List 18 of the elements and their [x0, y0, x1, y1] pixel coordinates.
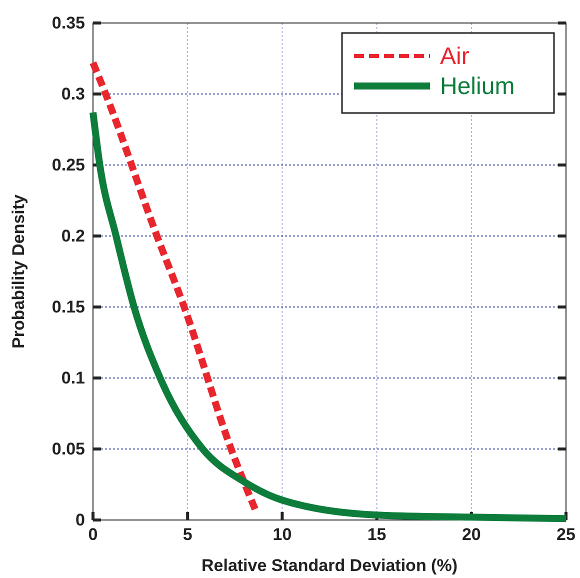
- legend-label: Helium: [440, 73, 515, 100]
- x-tick-label: 25: [556, 525, 576, 544]
- x-tick-label: 5: [182, 525, 192, 544]
- x-tick-label: 15: [367, 525, 386, 544]
- x-tick-label: 10: [272, 525, 292, 544]
- y-tick-label: 0.2: [61, 226, 85, 246]
- y-tick-label: 0.3: [61, 84, 85, 104]
- y-tick-label: 0.15: [52, 297, 85, 316]
- y-tick-label: 0.1: [61, 368, 85, 388]
- x-tick-label: 20: [462, 525, 481, 544]
- x-tick-label: 0: [88, 525, 98, 544]
- y-tick-label: 0: [76, 510, 85, 530]
- y-tick-label: 0.35: [52, 13, 85, 32]
- x-axis-title: Relative Standard Deviation (%): [201, 556, 458, 575]
- y-axis-title: Probability Density: [9, 194, 28, 348]
- legend-label: Air: [440, 43, 470, 70]
- y-tick-label: 0.05: [52, 439, 85, 458]
- y-tick-label: 0.25: [52, 155, 85, 174]
